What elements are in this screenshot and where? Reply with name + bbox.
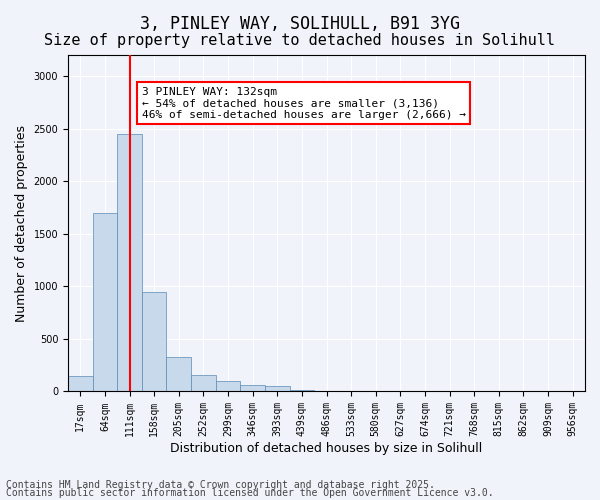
Text: Contains public sector information licensed under the Open Government Licence v3: Contains public sector information licen… [6, 488, 494, 498]
X-axis label: Distribution of detached houses by size in Solihull: Distribution of detached houses by size … [170, 442, 482, 455]
Bar [216, 381, 241, 392]
Bar [117, 134, 142, 392]
Bar [290, 390, 314, 392]
Bar [92, 212, 117, 392]
Text: 3 PINLEY WAY: 132sqm
← 54% of detached houses are smaller (3,136)
46% of semi-de: 3 PINLEY WAY: 132sqm ← 54% of detached h… [142, 86, 466, 120]
Text: Contains HM Land Registry data © Crown copyright and database right 2025.: Contains HM Land Registry data © Crown c… [6, 480, 435, 490]
Text: Size of property relative to detached houses in Solihull: Size of property relative to detached ho… [44, 32, 556, 48]
Y-axis label: Number of detached properties: Number of detached properties [15, 124, 28, 322]
Bar [314, 391, 339, 392]
Bar [241, 384, 265, 392]
Bar [265, 386, 290, 392]
Bar [166, 357, 191, 392]
Bar [191, 374, 216, 392]
Bar [142, 292, 166, 392]
Bar [68, 376, 92, 392]
Text: 3, PINLEY WAY, SOLIHULL, B91 3YG: 3, PINLEY WAY, SOLIHULL, B91 3YG [140, 15, 460, 33]
